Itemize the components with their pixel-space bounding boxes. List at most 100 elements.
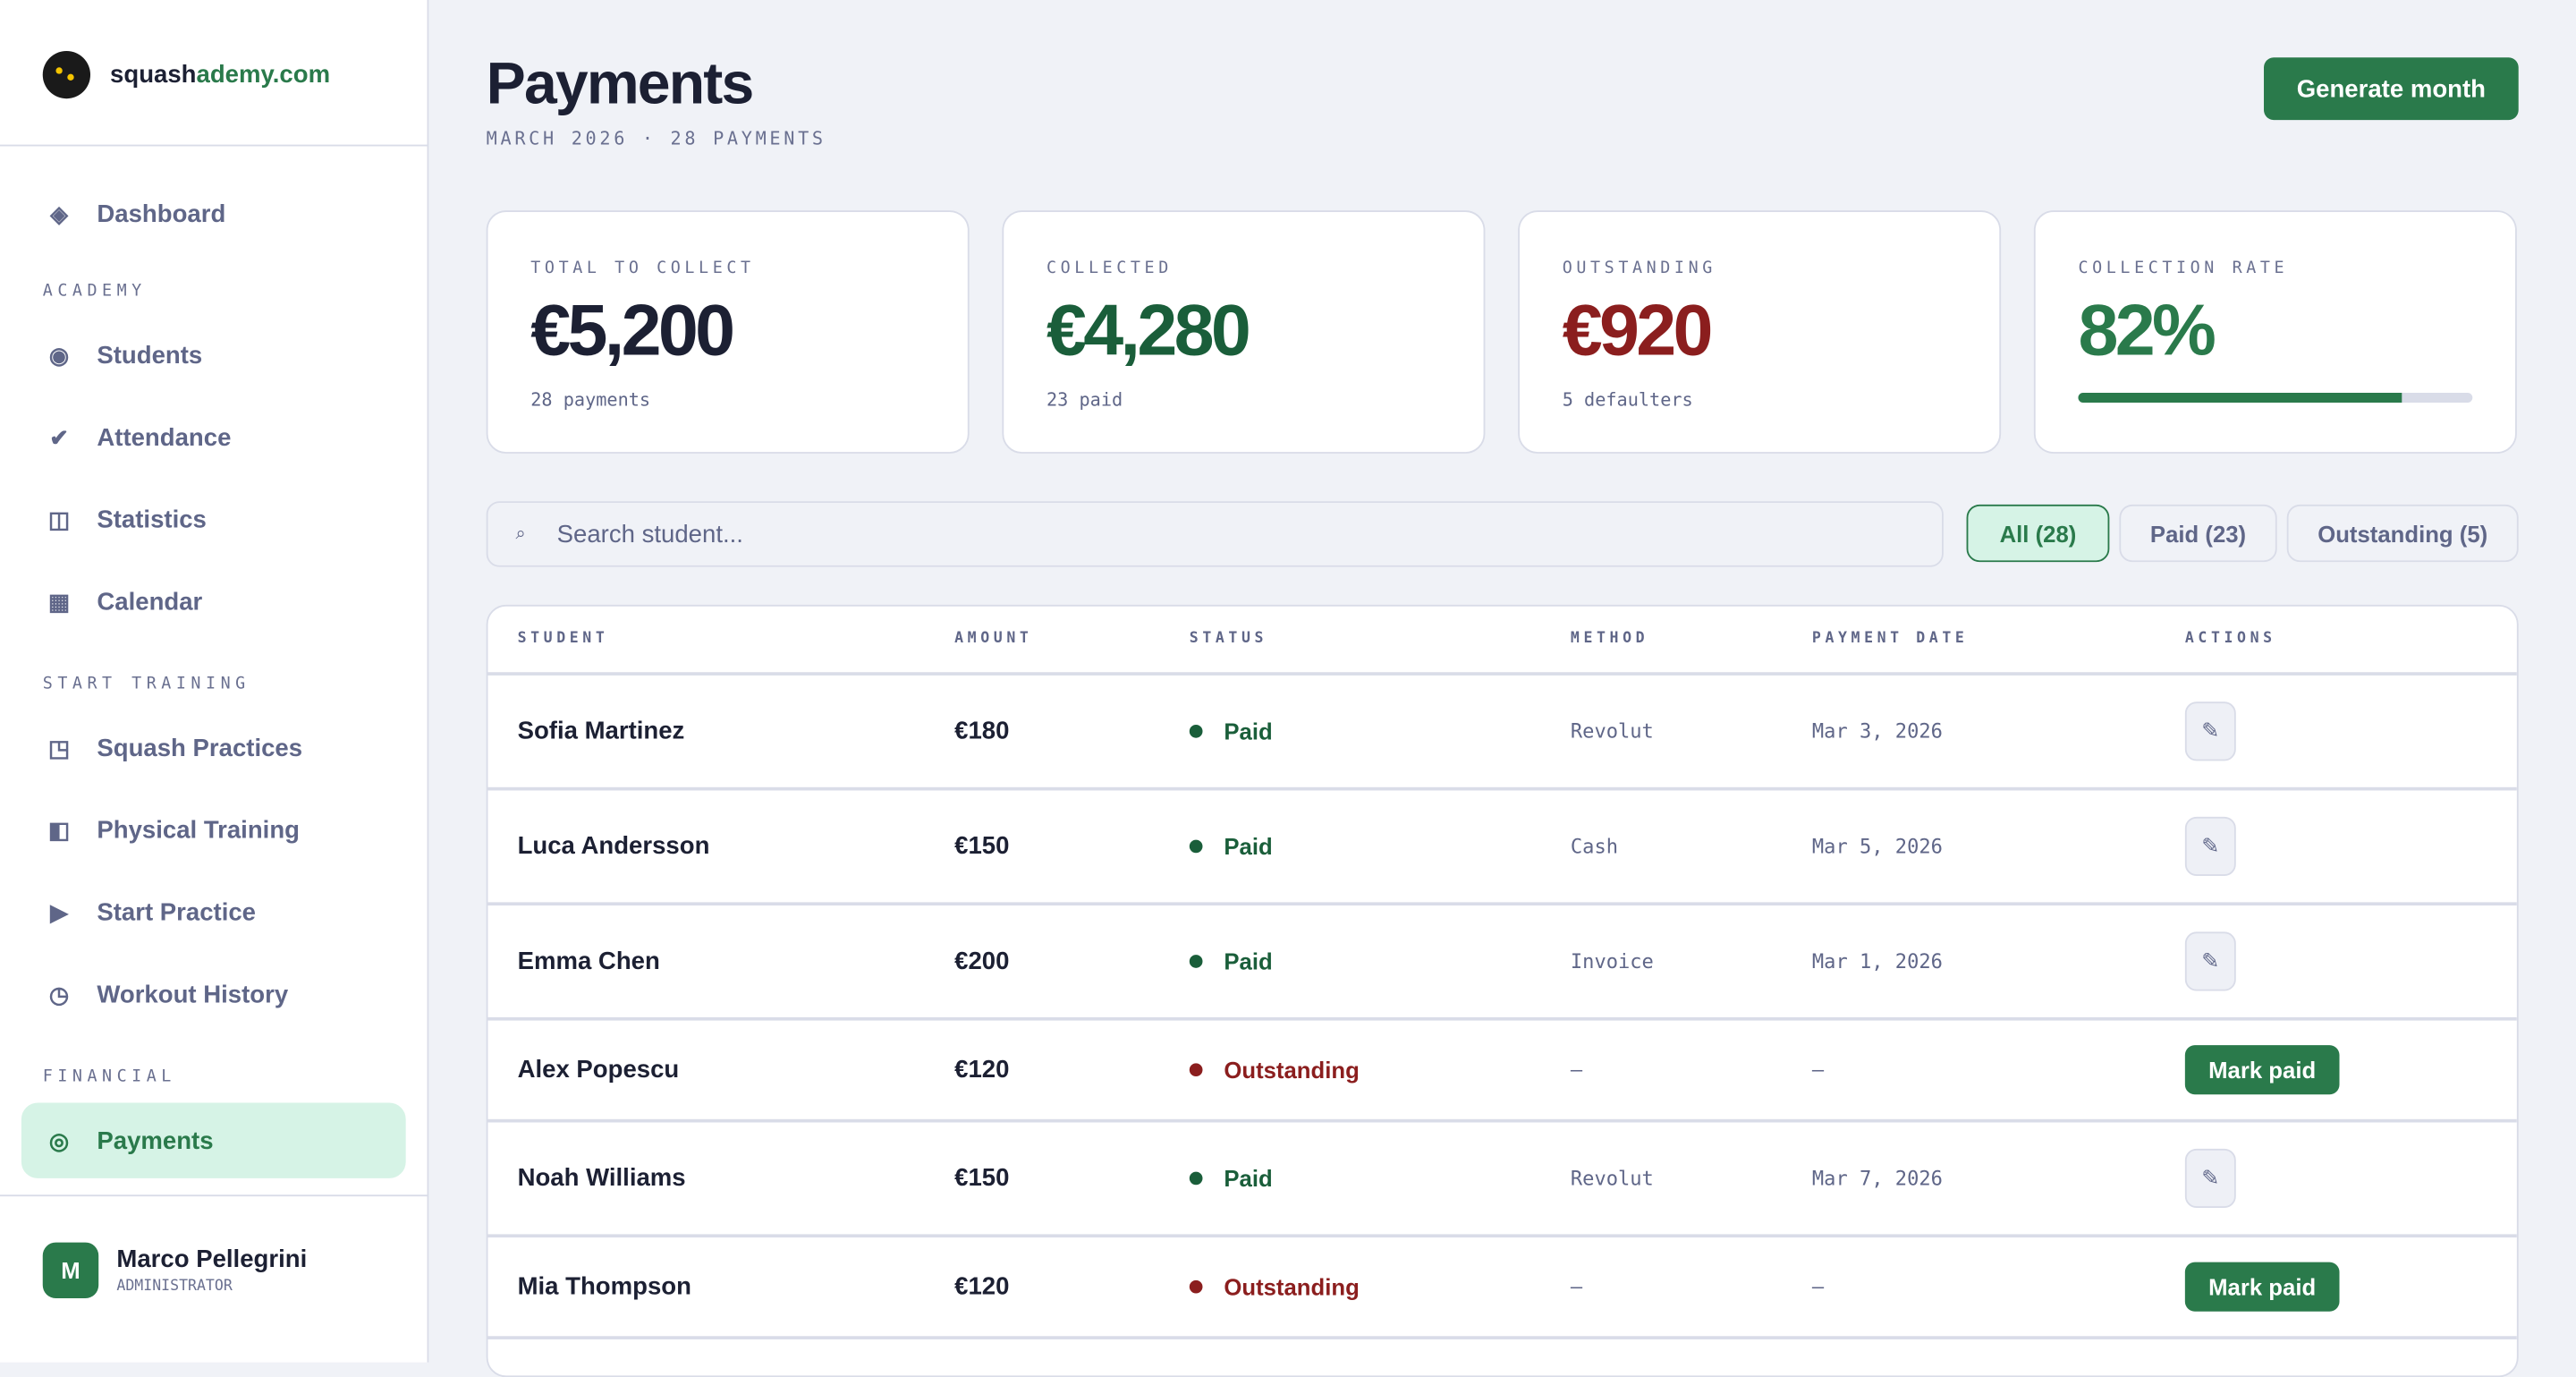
- sidebar-item-label: Squash Practices: [97, 734, 303, 762]
- status-text: Paid: [1224, 718, 1273, 745]
- status-dot-icon: [1189, 955, 1203, 968]
- status-text: Paid: [1224, 1165, 1273, 1192]
- student-name: Mia Thompson: [517, 1272, 691, 1301]
- stat-value: 82%: [2078, 291, 2216, 372]
- mark-paid-button[interactable]: Mark paid: [2184, 1045, 2340, 1095]
- payment-method: Invoice: [1570, 949, 1654, 973]
- sidebar-item-label: Start Practice: [97, 897, 257, 926]
- sidebar-item-calendar[interactable]: ▦ Calendar: [21, 564, 406, 639]
- stat-card-outstanding: OUTSTANDING €920 5 defaulters: [1518, 210, 2002, 454]
- diamond-icon: ◈: [50, 200, 69, 226]
- payment-date: Mar 5, 2026: [1811, 835, 1943, 858]
- amount: €120: [954, 1272, 1010, 1301]
- payment-date: Mar 7, 2026: [1811, 1167, 1943, 1190]
- stat-value: €5,200: [530, 291, 735, 372]
- payment-method: Revolut: [1570, 719, 1654, 744]
- student-name: Sofia Martinez: [517, 717, 685, 745]
- stat-value: €920: [1562, 291, 1714, 372]
- sidebar: squashademy.com ◈ Dashboard ACADEMY ◉ Studen…: [0, 0, 429, 1363]
- student-name: Alex Popescu: [517, 1056, 680, 1084]
- table-row: Luca Andersson €150 Paid Cash Mar 5, 2026 ✎: [487, 790, 2517, 906]
- sidebar-item-statistics[interactable]: ◫ Statistics: [21, 481, 406, 557]
- pencil-icon: ✎: [2201, 833, 2220, 858]
- columns-icon: ◫: [47, 505, 71, 532]
- table-row: Mia Thompson €120 Outstanding – – Mark paid: [487, 1237, 2517, 1339]
- amount: €150: [954, 1164, 1010, 1193]
- pencil-icon: ✎: [2201, 1165, 2220, 1190]
- logo[interactable]: squashademy.com: [42, 50, 331, 99]
- user-role: ADMINISTRATOR: [116, 1278, 233, 1296]
- status-text: Outstanding: [1224, 1273, 1360, 1300]
- student-name: Emma Chen: [517, 947, 660, 976]
- column-header: PAYMENT DATE: [1811, 631, 1969, 648]
- play-icon: ▶: [50, 897, 69, 925]
- status-dot-icon: [1189, 1063, 1203, 1077]
- status-dot-icon: [1189, 839, 1203, 854]
- payment-method: Revolut: [1570, 1167, 1654, 1190]
- column-header: STUDENT: [517, 631, 609, 648]
- payment-method: –: [1570, 1058, 1583, 1082]
- sidebar-item-physical-training[interactable]: ◧ Physical Training: [21, 792, 406, 867]
- avatar: M: [42, 1242, 99, 1299]
- payment-method: –: [1570, 1275, 1583, 1299]
- table-row: Alex Popescu €120 Outstanding – – Mark paid: [487, 1021, 2517, 1123]
- sidebar-item-label: Calendar: [97, 587, 203, 616]
- sidebar-item-label: Dashboard: [97, 200, 226, 228]
- column-header: METHOD: [1570, 631, 1649, 648]
- stat-card-collection-rate: COLLECTION RATE 82%: [2033, 210, 2517, 454]
- column-header: AMOUNT: [954, 631, 1033, 648]
- stat-subtext: 28 payments: [530, 389, 651, 412]
- edit-button[interactable]: ✎: [2184, 931, 2236, 991]
- sidebar-item-label: Statistics: [97, 505, 207, 534]
- sidebar-item-payments[interactable]: ◎ Payments: [21, 1102, 406, 1178]
- status-badge: Paid: [1189, 718, 1273, 745]
- status-text: Outstanding: [1224, 1057, 1360, 1084]
- sidebar-item-start-practice[interactable]: ▶ Start Practice: [21, 874, 406, 949]
- sidebar-item-students[interactable]: ◉ Students: [21, 317, 406, 392]
- page-subtitle: MARCH 2026 · 28 PAYMENTS: [486, 128, 826, 150]
- payment-date: Mar 3, 2026: [1811, 719, 1943, 744]
- payment-method: Cash: [1570, 835, 1619, 858]
- column-header: ACTIONS: [2184, 631, 2276, 648]
- clock-icon: ◷: [48, 980, 70, 1007]
- squash-ball-icon: [42, 50, 91, 99]
- user-profile[interactable]: M Marco Pellegrini ADMINISTRATOR: [42, 1242, 307, 1299]
- target-icon: ◎: [48, 1126, 70, 1153]
- stat-subtext: 23 paid: [1046, 389, 1123, 412]
- mark-paid-button[interactable]: Mark paid: [2184, 1262, 2340, 1312]
- status-badge: Paid: [1189, 1165, 1273, 1192]
- sidebar-item-workout-history[interactable]: ◷ Workout History: [21, 956, 406, 1032]
- filter-all[interactable]: All (28): [1966, 504, 2110, 563]
- sidebar-section-title: FINANCIAL: [42, 1067, 176, 1087]
- amount: €150: [954, 832, 1010, 861]
- sidebar-section-title: ACADEMY: [42, 282, 147, 302]
- generate-month-button[interactable]: Generate month: [2264, 57, 2519, 121]
- stat-card-collected: COLLECTED €4,280 23 paid: [1002, 210, 1486, 454]
- search-box[interactable]: ⌕: [486, 501, 1944, 567]
- status-text: Paid: [1224, 833, 1273, 860]
- sidebar-item-label: Students: [97, 341, 203, 370]
- edit-button[interactable]: ✎: [2184, 701, 2236, 761]
- student-name: Noah Williams: [517, 1164, 686, 1193]
- sidebar-item-dashboard[interactable]: ◈ Dashboard: [21, 176, 406, 251]
- filter-outstanding[interactable]: Outstanding (5): [2286, 504, 2519, 563]
- filter-paid[interactable]: Paid (23): [2119, 504, 2277, 563]
- half-square-icon: ◧: [47, 815, 71, 843]
- brand-name: squashademy.com: [110, 60, 331, 89]
- stat-label: OUTSTANDING: [1562, 259, 1716, 278]
- student-name: Luca Andersson: [517, 832, 710, 861]
- stat-value: €4,280: [1046, 291, 1251, 372]
- sidebar-item-squash-practices[interactable]: ◳ Squash Practices: [21, 710, 406, 785]
- table-row: Sofia Martinez €180 Paid Revolut Mar 3, 2026…: [487, 676, 2517, 791]
- circle-icon: ◉: [48, 341, 70, 368]
- edit-button[interactable]: ✎: [2184, 1148, 2236, 1208]
- edit-button[interactable]: ✎: [2184, 816, 2236, 876]
- table-row: Emma Chen €200 Paid Invoice Mar 1, 2026 ✎: [487, 905, 2517, 1021]
- sidebar-item-attendance[interactable]: ✔ Attendance: [21, 399, 406, 474]
- sidebar-item-label: Payments: [97, 1126, 214, 1155]
- search-input[interactable]: [553, 518, 1875, 550]
- stat-label: COLLECTED: [1046, 259, 1173, 278]
- amount: €180: [954, 717, 1010, 745]
- column-header: STATUS: [1189, 631, 1268, 648]
- status-badge: Paid: [1189, 833, 1273, 860]
